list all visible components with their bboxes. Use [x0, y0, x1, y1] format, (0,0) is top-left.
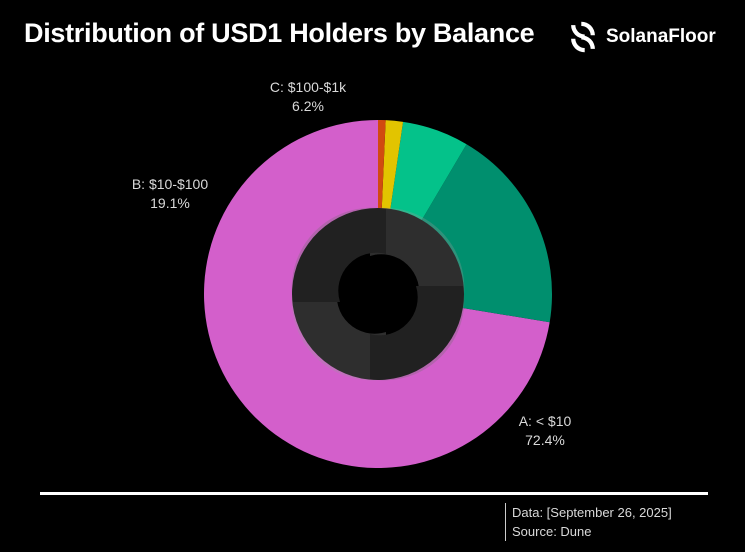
slice-label-3: C: $100-$1k [270, 79, 347, 95]
brand-logo: SolanaFloor [566, 20, 716, 54]
slice-2 [421, 144, 552, 323]
slice-3 [390, 121, 467, 220]
slice-value-label-3: 6.2% [292, 98, 324, 114]
footer-divider-line [40, 492, 708, 495]
solanafloor-logo-icon [571, 21, 595, 53]
brand-name: SolanaFloor [606, 26, 716, 47]
slice-5 [378, 120, 386, 209]
slice-value-label-2: 19.1% [150, 195, 190, 211]
center-watermark-icon [291, 207, 465, 381]
slice-4 [381, 120, 404, 209]
slice-label-1: A: < $10 [519, 413, 572, 429]
slice-label-2: B: $10-$100 [132, 176, 208, 192]
footer-source: Data: [September 26, 2025] Source: Dune [512, 503, 672, 541]
slice-value-label-1: 72.4% [525, 432, 565, 448]
page-title: Distribution of USD1 Holders by Balance [24, 18, 535, 48]
source-line: Source: Dune [512, 524, 592, 539]
footer-vertical-divider [505, 503, 506, 541]
slice-1 [204, 120, 550, 468]
data-date-line: Data: [September 26, 2025] [512, 505, 672, 520]
